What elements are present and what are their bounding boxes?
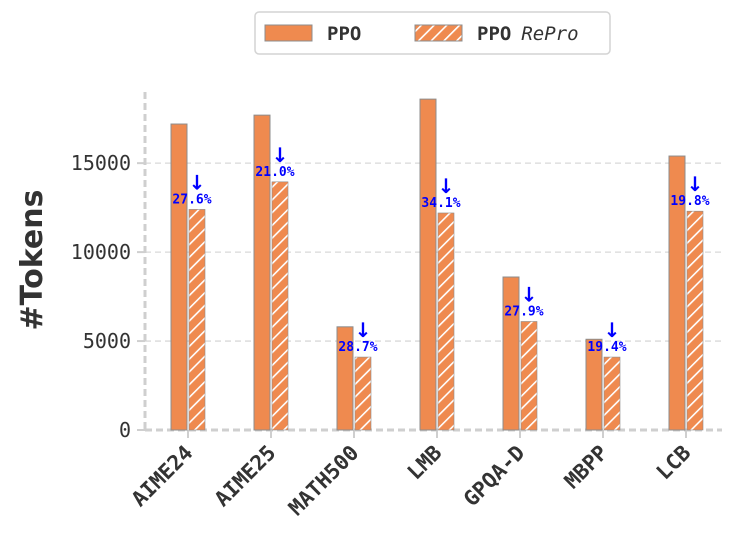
y-tick-label: 0	[119, 418, 131, 442]
annotation-percent: 19.8%	[670, 194, 709, 209]
x-tick-label: AIME25	[210, 441, 281, 512]
annotation-arrow: ↓	[521, 282, 538, 306]
annotation-arrow: ↓	[272, 143, 289, 167]
x-tick-label: AIME24	[127, 441, 198, 512]
grid	[145, 162, 722, 342]
bar-ppo-repro	[188, 209, 206, 431]
x-tick-label: LMB	[403, 441, 447, 485]
legend-swatch-ppo	[264, 24, 313, 42]
annotation-percent: 19.4%	[587, 340, 626, 355]
bar-ppo-repro	[354, 356, 372, 431]
annotation-percent: 21.0%	[255, 165, 294, 180]
annotation-percent: 27.6%	[172, 192, 211, 207]
x-tick-labels: AIME24 AIME25 MATH500 LMB GPQA-D MBPP LCB	[127, 441, 696, 521]
annotation-arrow: ↓	[189, 170, 206, 194]
bar-ppo	[585, 338, 603, 431]
annotation-percent: 28.7%	[338, 340, 377, 355]
legend-swatch-ppo-repro	[414, 24, 463, 42]
bars	[170, 98, 704, 431]
annotation-arrow: ↓	[355, 318, 372, 342]
bar-ppo-repro	[271, 181, 289, 431]
legend-label-ppo-repro-main: PPO	[477, 23, 511, 45]
y-tick-label: 5000	[83, 329, 131, 353]
annotation-arrow: ↓	[604, 318, 621, 342]
bar-ppo	[502, 276, 520, 431]
bar-ppo-repro	[437, 212, 455, 431]
legend: PPO PPO RePro	[254, 11, 611, 55]
x-tick-label: MBPP	[560, 441, 613, 494]
y-tick-label: 10000	[71, 240, 131, 264]
annotation-percent: 27.9%	[504, 304, 543, 319]
annotation-arrow: ↓	[438, 174, 455, 198]
x-tick-label: GPQA-D	[459, 441, 530, 512]
x-tick-label: MATH500	[284, 441, 364, 521]
bar-ppo-repro	[686, 210, 704, 431]
annotation-percent: 34.1%	[421, 196, 460, 211]
bar-ppo	[419, 98, 437, 431]
bar-ppo-repro	[520, 321, 538, 431]
legend-label-ppo: PPO	[327, 23, 361, 45]
x-tick-label: LCB	[652, 441, 696, 485]
bar-ppo	[170, 123, 188, 431]
bar-ppo-repro	[603, 356, 621, 431]
y-axis-label: #Tokens	[15, 190, 50, 331]
bar-ppo	[253, 114, 271, 431]
bar-ppo	[336, 326, 354, 431]
legend-label-ppo-repro: PPO RePro	[477, 23, 579, 45]
y-tick-labels: 0 5000 10000 15000	[71, 151, 131, 442]
annotations: ↓27.6%↓21.0%↓28.7%↓34.1%↓27.9%↓19.4%↓19.…	[172, 143, 709, 355]
bar-ppo	[668, 155, 686, 431]
y-tick-label: 15000	[71, 151, 131, 175]
legend-label-ppo-repro-italic: RePro	[521, 23, 578, 45]
annotation-arrow: ↓	[687, 172, 704, 196]
